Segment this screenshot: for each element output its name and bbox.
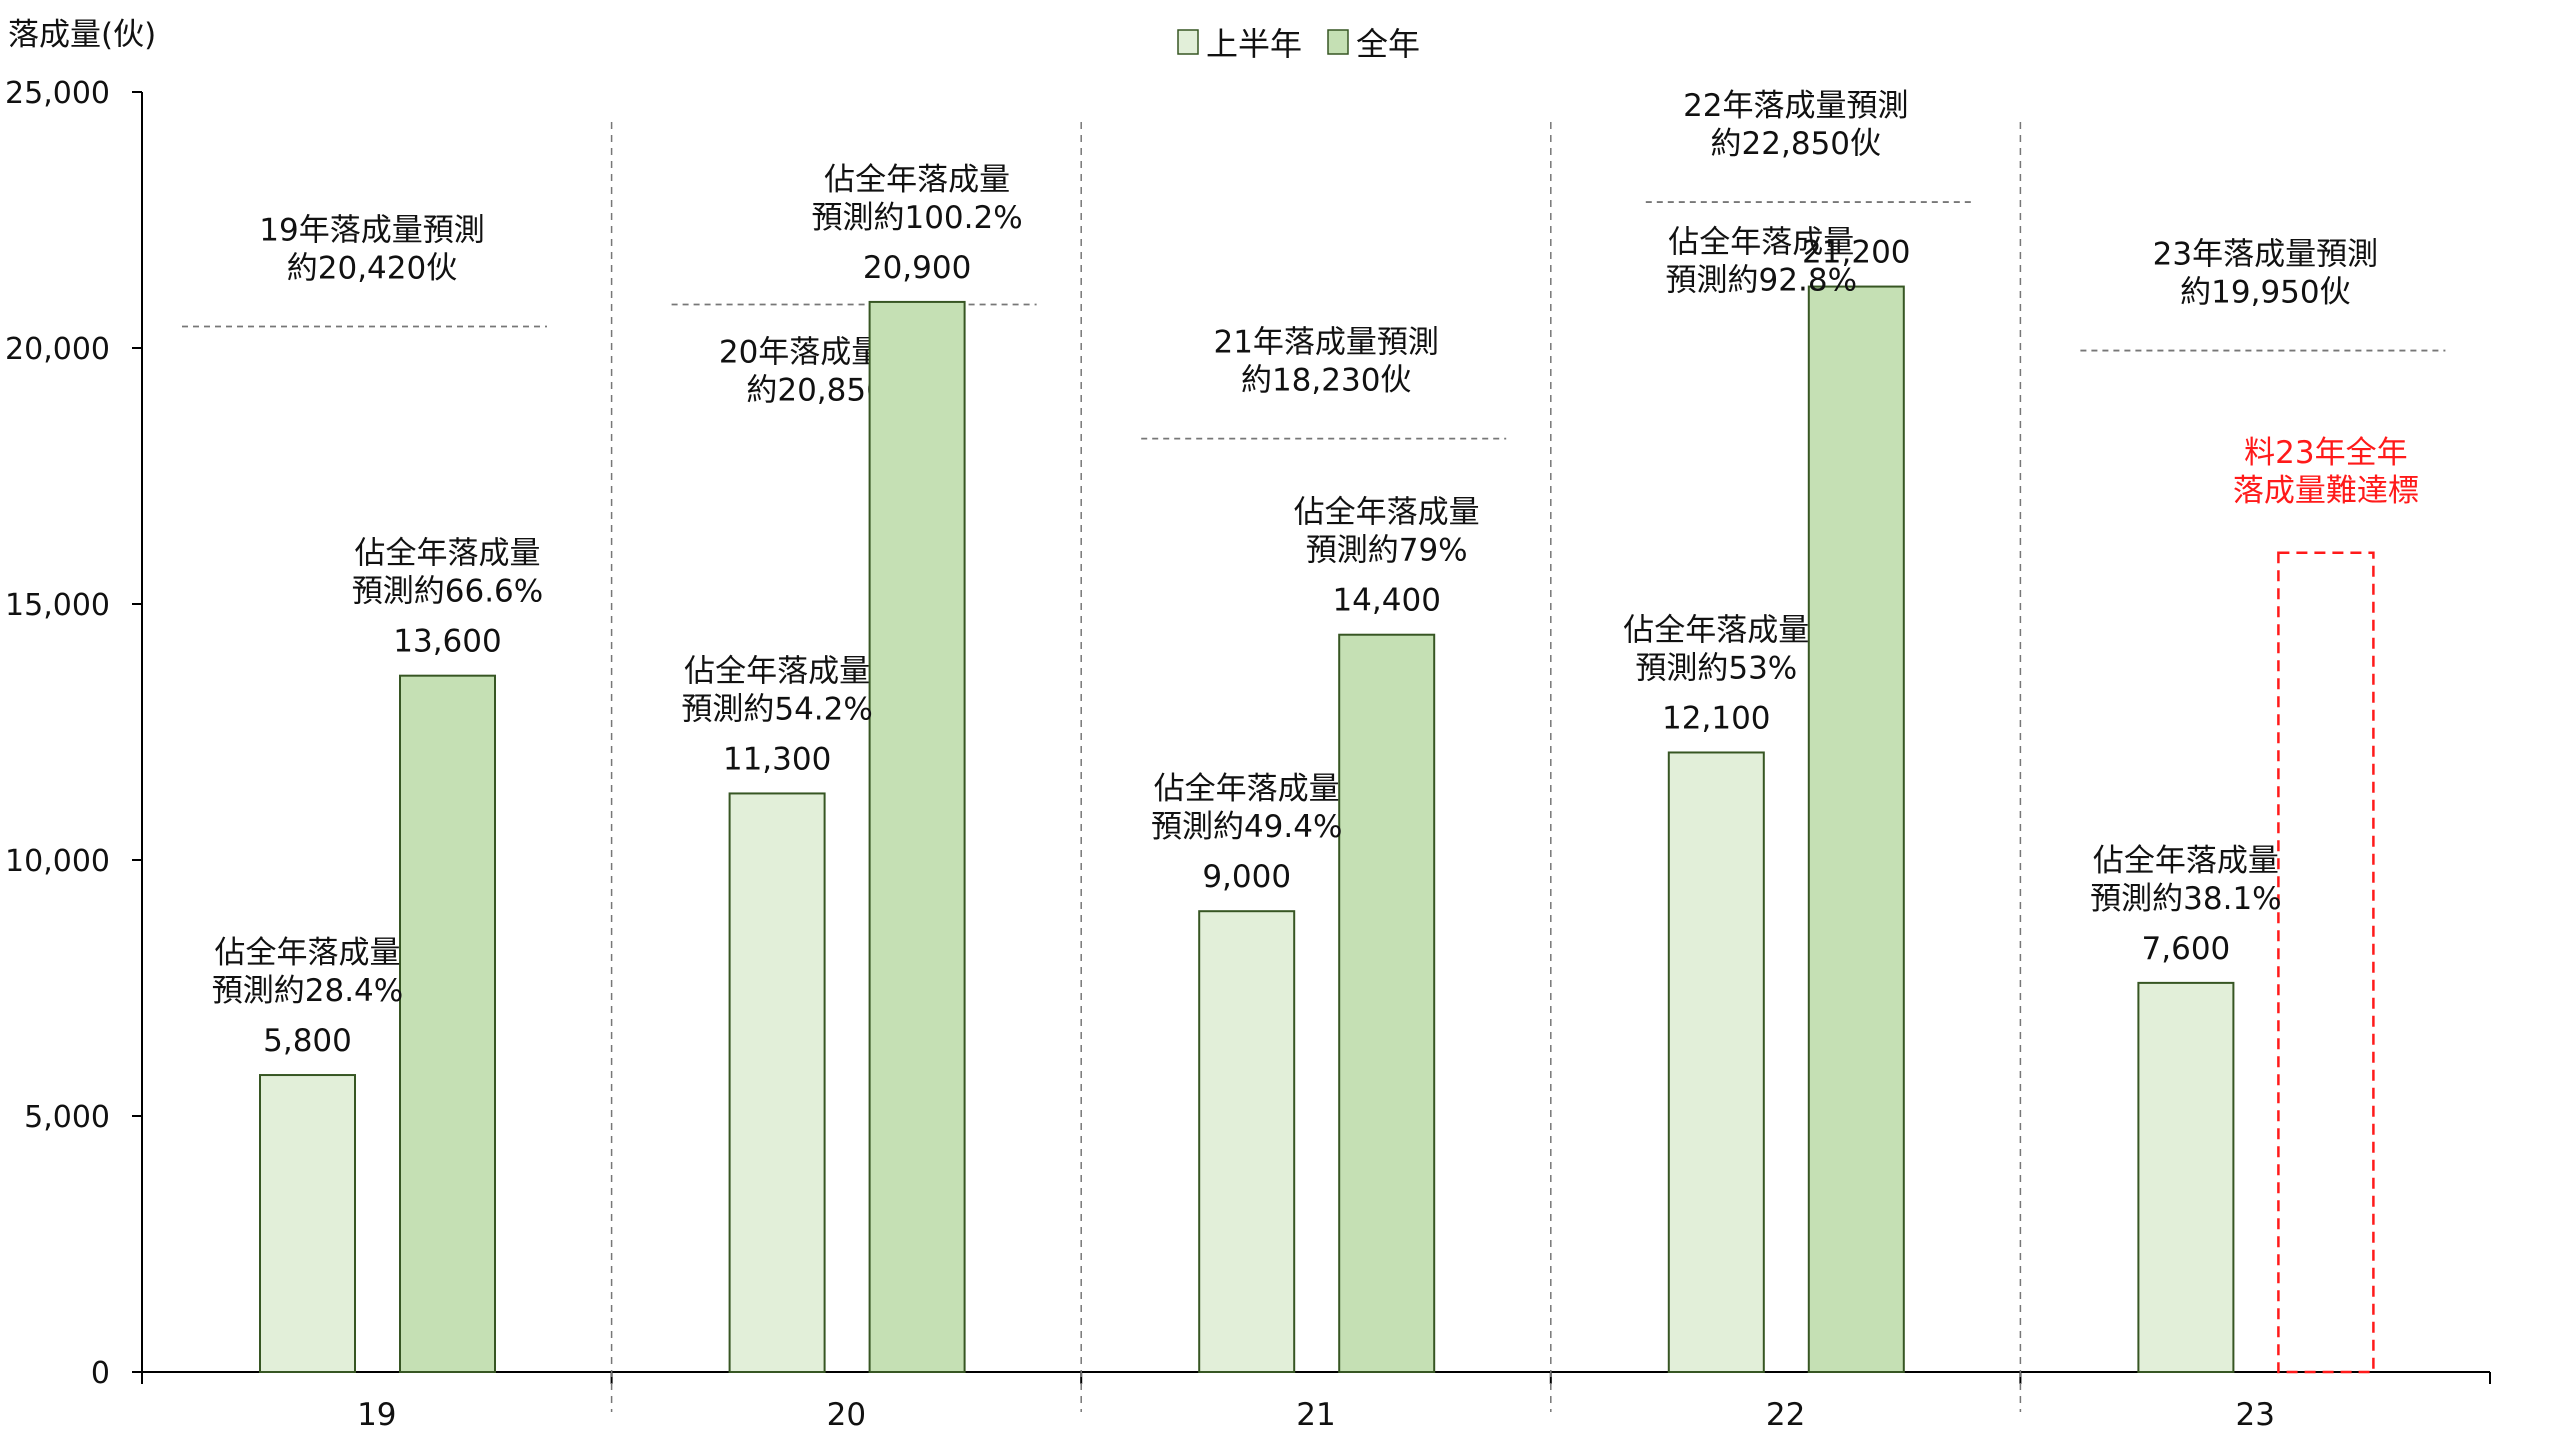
bar-full-21 <box>1338 633 1436 1373</box>
x-tick-label-22: 22 <box>1766 1397 1805 1433</box>
share-label-h1-21: 預測約49.4% <box>1151 809 1342 845</box>
share-label-h1-22: 預測約53% <box>1635 650 1797 686</box>
bar-h1-19 <box>259 1074 356 1374</box>
forecast-label-23: 23年落成量預測 <box>2153 237 2378 273</box>
legend-swatch-1 <box>1177 29 1199 55</box>
share-label-h1-20: 預測約54.2% <box>681 691 872 727</box>
value-label-h1-20: 11,300 <box>723 741 831 777</box>
legend-swatch-2 <box>1327 29 1349 55</box>
forecast-label-22: 22年落成量預測 <box>1683 88 1908 124</box>
share-label-full-22: 預測約92.8% <box>1666 263 1857 299</box>
bar-full-20 <box>868 300 966 1373</box>
bar-h1-20 <box>728 792 826 1373</box>
legend: 上半年 全年 <box>1177 25 1420 63</box>
value-label-h1-23: 7,600 <box>2142 931 2231 967</box>
y-tick-label: 15,000 <box>5 588 110 623</box>
forecast-label-19: 19年落成量預測 <box>259 212 484 248</box>
projection-label: 料23年全年 <box>2244 435 2407 471</box>
bar-labels: 料23年全年落成量難達標5,800佔全年落成量預測約28.4%11,300佔全年… <box>212 162 2419 1059</box>
value-label-full-20: 20,900 <box>863 250 971 286</box>
value-label-h1-21: 9,000 <box>1202 859 1291 895</box>
share-label-full-20: 佔全年落成量 <box>824 162 1010 198</box>
share-label-full-21: 預測約79% <box>1306 533 1468 569</box>
value-label-h1-22: 12,100 <box>1662 700 1770 736</box>
projection-bar-23 <box>2277 551 2375 1374</box>
legend-label-1: 上半年 <box>1206 25 1302 63</box>
share-label-h1-19: 佔全年落成量 <box>215 935 401 971</box>
bar-full-22 <box>1807 285 1905 1373</box>
legend-label-2: 全年 <box>1356 25 1420 63</box>
forecast-label-23: 約19,950伙 <box>2180 275 2350 311</box>
bars <box>259 285 2375 1374</box>
x-tick-label-19: 19 <box>357 1397 396 1433</box>
y-tick-label: 25,000 <box>5 76 110 111</box>
forecast-label-19: 約20,420伙 <box>287 250 457 286</box>
share-label-full-21: 佔全年落成量 <box>1294 495 1480 531</box>
axes: 0 5,000 10,000 15,000 20,000 25,000 19 20 21 22 23 <box>5 76 2491 1433</box>
value-label-h1-19: 5,800 <box>263 1023 352 1059</box>
y-tick-label: 20,000 <box>5 332 110 367</box>
forecast-annotations: 19年落成量預測約20,420伙20年落成量預測約20,850伙21年落成量預測… <box>182 88 2446 440</box>
bar-h1-21 <box>1198 910 1296 1373</box>
share-label-full-19: 預測約66.6% <box>352 574 543 610</box>
share-label-h1-20: 佔全年落成量 <box>684 653 870 689</box>
share-label-h1-23: 佔全年落成量 <box>2093 843 2279 879</box>
share-label-full-20: 預測約100.2% <box>811 200 1022 236</box>
x-tick-label-20: 20 <box>827 1397 866 1433</box>
forecast-label-21: 21年落成量預測 <box>1213 325 1438 361</box>
share-label-h1-23: 預測約38.1% <box>2090 881 2281 917</box>
share-label-full-22: 佔全年落成量 <box>1668 225 1854 261</box>
value-label-full-22: 21,200 <box>1802 235 1910 271</box>
y-axis-title: 落成量(伙) <box>8 17 156 53</box>
share-label-h1-21: 佔全年落成量 <box>1154 771 1340 807</box>
y-tick-label: 5,000 <box>24 1100 110 1135</box>
forecast-label-22: 約22,850伙 <box>1711 126 1881 162</box>
projection-label: 落成量難達標 <box>2233 473 2419 509</box>
bar-h1-22 <box>1667 751 1765 1373</box>
share-label-h1-19: 預測約28.4% <box>212 973 403 1009</box>
x-tick-label-23: 23 <box>2235 1397 2274 1433</box>
share-label-full-19: 佔全年落成量 <box>355 536 541 572</box>
x-tick-label-21: 21 <box>1296 1397 1335 1433</box>
value-label-full-19: 13,600 <box>393 624 501 660</box>
y-tick-label: 10,000 <box>5 844 110 879</box>
bar-h1-23 <box>2137 981 2235 1373</box>
share-label-h1-22: 佔全年落成量 <box>1623 612 1809 648</box>
y-tick-label: 0 <box>91 1356 110 1391</box>
value-label-full-21: 14,400 <box>1332 583 1440 619</box>
bar-full-19 <box>399 674 496 1373</box>
forecast-label-21: 約18,230伙 <box>1241 363 1411 399</box>
